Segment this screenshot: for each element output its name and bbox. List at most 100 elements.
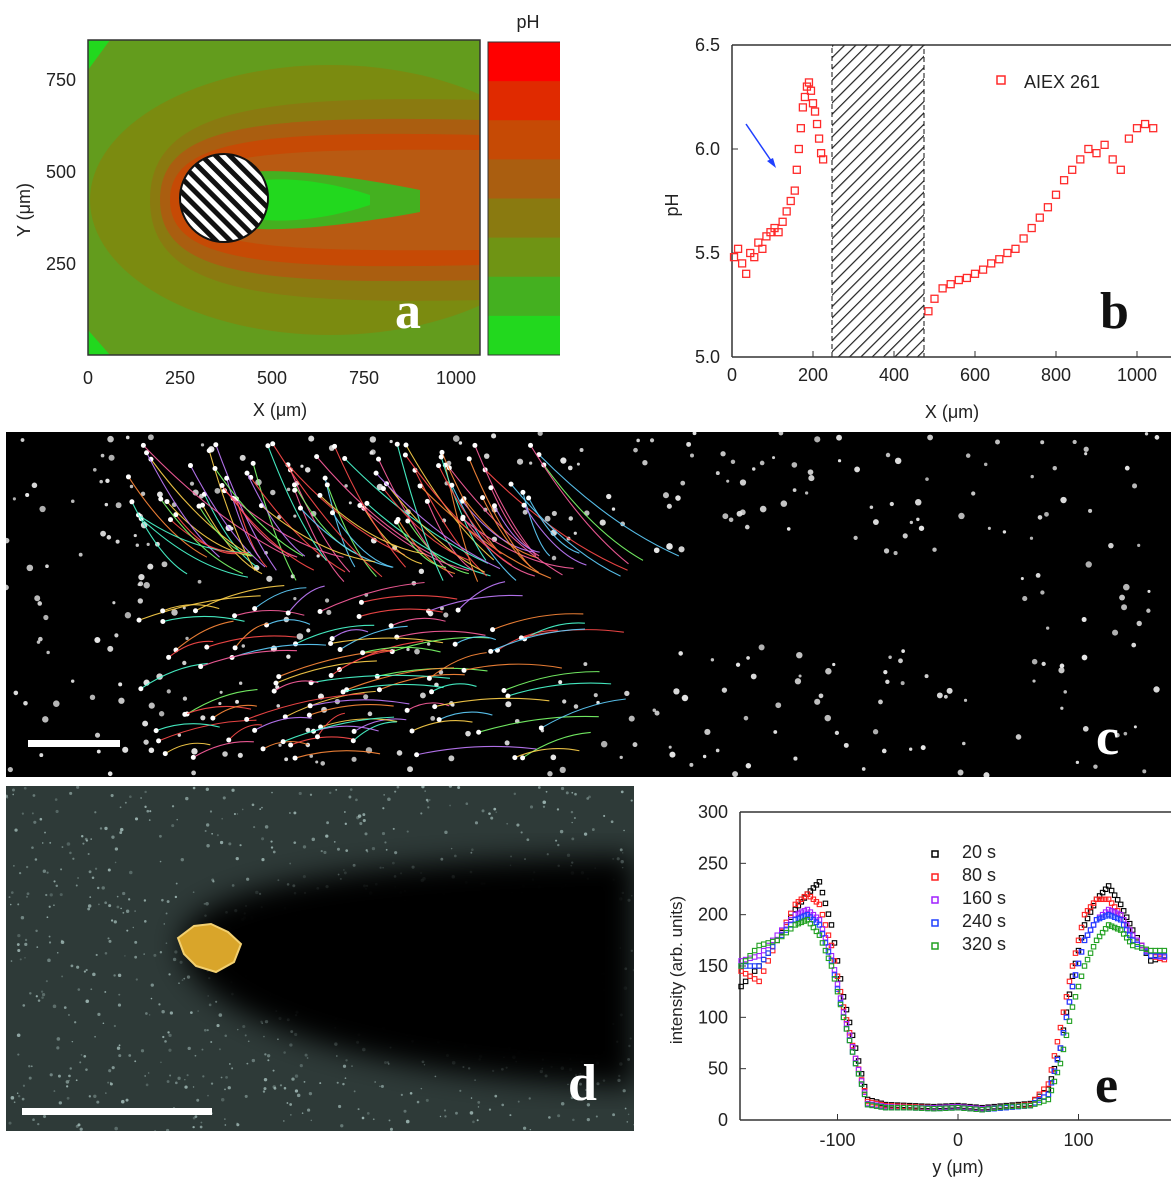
particle bbox=[374, 673, 380, 679]
particle bbox=[184, 1085, 188, 1089]
data-point bbox=[747, 952, 753, 959]
data-point bbox=[807, 888, 814, 894]
particle bbox=[122, 746, 129, 753]
scale-bar bbox=[22, 1108, 212, 1115]
particle bbox=[75, 884, 78, 887]
particle bbox=[1041, 661, 1046, 666]
particle bbox=[710, 658, 715, 662]
particle-track bbox=[431, 683, 477, 693]
particle bbox=[332, 443, 338, 449]
particle bbox=[124, 612, 132, 619]
data-point bbox=[747, 963, 753, 969]
particle bbox=[171, 609, 178, 616]
particle-track bbox=[382, 488, 470, 561]
particle bbox=[319, 1082, 322, 1085]
particle bbox=[584, 510, 590, 516]
particle bbox=[342, 1082, 345, 1086]
data-point bbox=[1129, 937, 1136, 944]
particle bbox=[96, 749, 101, 754]
data-point bbox=[931, 1105, 937, 1112]
data-point bbox=[733, 244, 743, 253]
particle bbox=[244, 470, 250, 476]
particle bbox=[669, 751, 676, 758]
data-point bbox=[1100, 140, 1109, 149]
data-point bbox=[1066, 1018, 1073, 1024]
particle bbox=[192, 608, 198, 614]
particle-track bbox=[441, 452, 501, 554]
particle bbox=[185, 636, 189, 641]
particle bbox=[115, 539, 120, 544]
particle-track bbox=[140, 518, 248, 578]
particle bbox=[289, 1114, 292, 1116]
particle bbox=[135, 543, 139, 547]
particle bbox=[603, 814, 606, 818]
particle bbox=[8, 1121, 12, 1125]
particle-track bbox=[361, 595, 458, 603]
particle bbox=[246, 877, 250, 881]
particle bbox=[17, 934, 21, 938]
data-point bbox=[1114, 910, 1121, 917]
particle bbox=[1030, 474, 1034, 479]
data-point bbox=[729, 253, 739, 262]
particle bbox=[365, 849, 368, 852]
particle-track bbox=[266, 619, 311, 626]
particle bbox=[493, 807, 497, 811]
particle bbox=[179, 960, 183, 964]
particle bbox=[429, 689, 435, 695]
particle bbox=[124, 801, 127, 804]
particle bbox=[1040, 440, 1045, 445]
particle bbox=[194, 1054, 197, 1057]
particle bbox=[630, 799, 633, 802]
particle bbox=[965, 453, 971, 458]
data-point bbox=[1054, 1038, 1061, 1045]
particle bbox=[159, 951, 163, 954]
particle-track bbox=[438, 711, 493, 721]
particle bbox=[400, 1093, 403, 1097]
particle-track bbox=[221, 485, 315, 571]
particle bbox=[143, 739, 149, 745]
particle bbox=[452, 641, 458, 647]
particle bbox=[416, 1100, 420, 1104]
particle bbox=[537, 786, 541, 789]
particle bbox=[307, 1108, 311, 1112]
particle bbox=[299, 1063, 303, 1068]
particle bbox=[143, 582, 150, 589]
particle bbox=[272, 1069, 275, 1072]
particle bbox=[140, 1049, 145, 1053]
particle-track bbox=[411, 720, 473, 732]
particle bbox=[143, 953, 145, 955]
particle bbox=[289, 1103, 293, 1106]
particle bbox=[17, 1095, 21, 1098]
data-point bbox=[751, 954, 758, 960]
particle bbox=[392, 861, 395, 865]
data-point bbox=[1035, 213, 1044, 222]
data-point bbox=[1096, 933, 1103, 940]
data-point bbox=[1011, 244, 1020, 253]
particle bbox=[13, 690, 19, 696]
particle bbox=[209, 810, 213, 813]
particle bbox=[92, 972, 96, 977]
particle bbox=[160, 608, 166, 614]
data-point bbox=[1161, 947, 1168, 954]
particle bbox=[206, 1029, 209, 1032]
particle bbox=[1121, 604, 1128, 611]
particle bbox=[158, 1003, 161, 1006]
particle bbox=[1132, 483, 1138, 489]
particle-track bbox=[246, 693, 365, 720]
particle bbox=[93, 1094, 97, 1098]
data-point bbox=[795, 910, 802, 917]
particle bbox=[1002, 530, 1007, 534]
data-point bbox=[1148, 947, 1154, 954]
particle bbox=[45, 980, 48, 983]
particle bbox=[267, 1059, 270, 1062]
particle bbox=[191, 770, 196, 776]
particle bbox=[472, 442, 478, 448]
particle bbox=[92, 467, 97, 472]
particle bbox=[125, 909, 130, 913]
particle bbox=[78, 552, 83, 557]
data-point bbox=[1105, 922, 1112, 928]
particle bbox=[491, 433, 497, 439]
panel-a-y-tick: 250 bbox=[46, 254, 76, 274]
particle bbox=[286, 1102, 289, 1104]
